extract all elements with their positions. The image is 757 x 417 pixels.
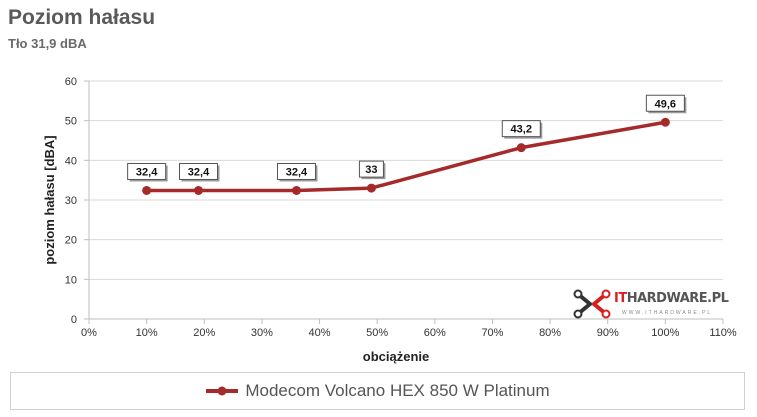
y-tick-label: 50 xyxy=(65,116,77,128)
x-tick-label: 60% xyxy=(424,327,446,339)
x-tick-label: 30% xyxy=(251,327,273,339)
data-label-box xyxy=(276,162,316,180)
data-label: 32,4 xyxy=(136,166,158,178)
data-label-box xyxy=(501,120,541,138)
y-tick-label: 0 xyxy=(71,314,77,326)
x-tick-label: 10% xyxy=(136,327,158,339)
chart-title: Poziom hałasu xyxy=(8,6,156,29)
x-tick-label: 90% xyxy=(597,327,619,339)
data-label: 49,6 xyxy=(655,98,676,110)
ithardware-logo: ITHARDWARE.PL WWW.ITHARDWARE.PL xyxy=(570,286,730,326)
data-label-box xyxy=(179,162,219,180)
x-tick-label: 40% xyxy=(309,327,331,339)
tick-labels: 0 10 20 30 40 50 60 0% 10% 20% 30% 40% 50% 60% 70% 80% 9… xyxy=(65,76,737,339)
data-label-box xyxy=(645,94,685,112)
data-point xyxy=(366,183,376,193)
y-tick-label: 10 xyxy=(65,274,77,286)
x-tick-label: 50% xyxy=(366,327,388,339)
x-tick-label: 110% xyxy=(709,327,737,339)
logo-wordmark: ITHARDWARE.PL xyxy=(614,291,729,306)
data-point xyxy=(142,185,152,195)
legend-marker-icon xyxy=(206,386,239,396)
x-tick-label: 0% xyxy=(81,327,97,339)
x-tick-label: 100% xyxy=(651,327,679,339)
x-tick-label: 80% xyxy=(539,327,561,339)
grid-lines xyxy=(89,80,723,280)
y-tick-label: 20 xyxy=(65,235,77,247)
data-label: 32,4 xyxy=(188,166,210,178)
y-tick-label: 40 xyxy=(65,155,77,167)
data-labels: 32,4 32,4 32,4 33 43,2 49,6 xyxy=(127,94,687,182)
data-point xyxy=(194,185,204,195)
legend: Modecom Volcano HEX 850 W Platinum xyxy=(10,372,745,410)
y-tick-label: 30 xyxy=(65,195,77,207)
data-label: 33 xyxy=(365,164,377,176)
y-tick-label: 60 xyxy=(65,76,77,88)
logo-mark-icon xyxy=(573,289,611,319)
data-label: 43,2 xyxy=(511,124,532,136)
series-layer xyxy=(142,117,670,195)
data-point xyxy=(516,143,526,153)
data-point xyxy=(660,117,670,127)
legend-entry: Modecom Volcano HEX 850 W Platinum xyxy=(245,381,550,400)
data-label-box xyxy=(358,160,384,178)
axes xyxy=(84,80,724,324)
logo-url: WWW.ITHARDWARE.PL xyxy=(622,310,713,316)
y-axis-label: poziom hałasu [dBA] xyxy=(42,135,57,264)
data-point xyxy=(291,185,301,195)
data-label-box xyxy=(127,162,167,180)
x-tick-label: 70% xyxy=(481,327,503,339)
line-chart: 0 10 20 30 40 50 60 0% 10% 20% 30% 40% 50% 60% 70% 80% 9… xyxy=(42,76,737,364)
chart-subtitle: Tło 31,9 dBA xyxy=(8,36,87,51)
x-axis-label: obciążenie xyxy=(363,349,429,364)
x-tick-label: 20% xyxy=(193,327,215,339)
series-line xyxy=(146,120,666,193)
data-label: 32,4 xyxy=(286,166,308,178)
